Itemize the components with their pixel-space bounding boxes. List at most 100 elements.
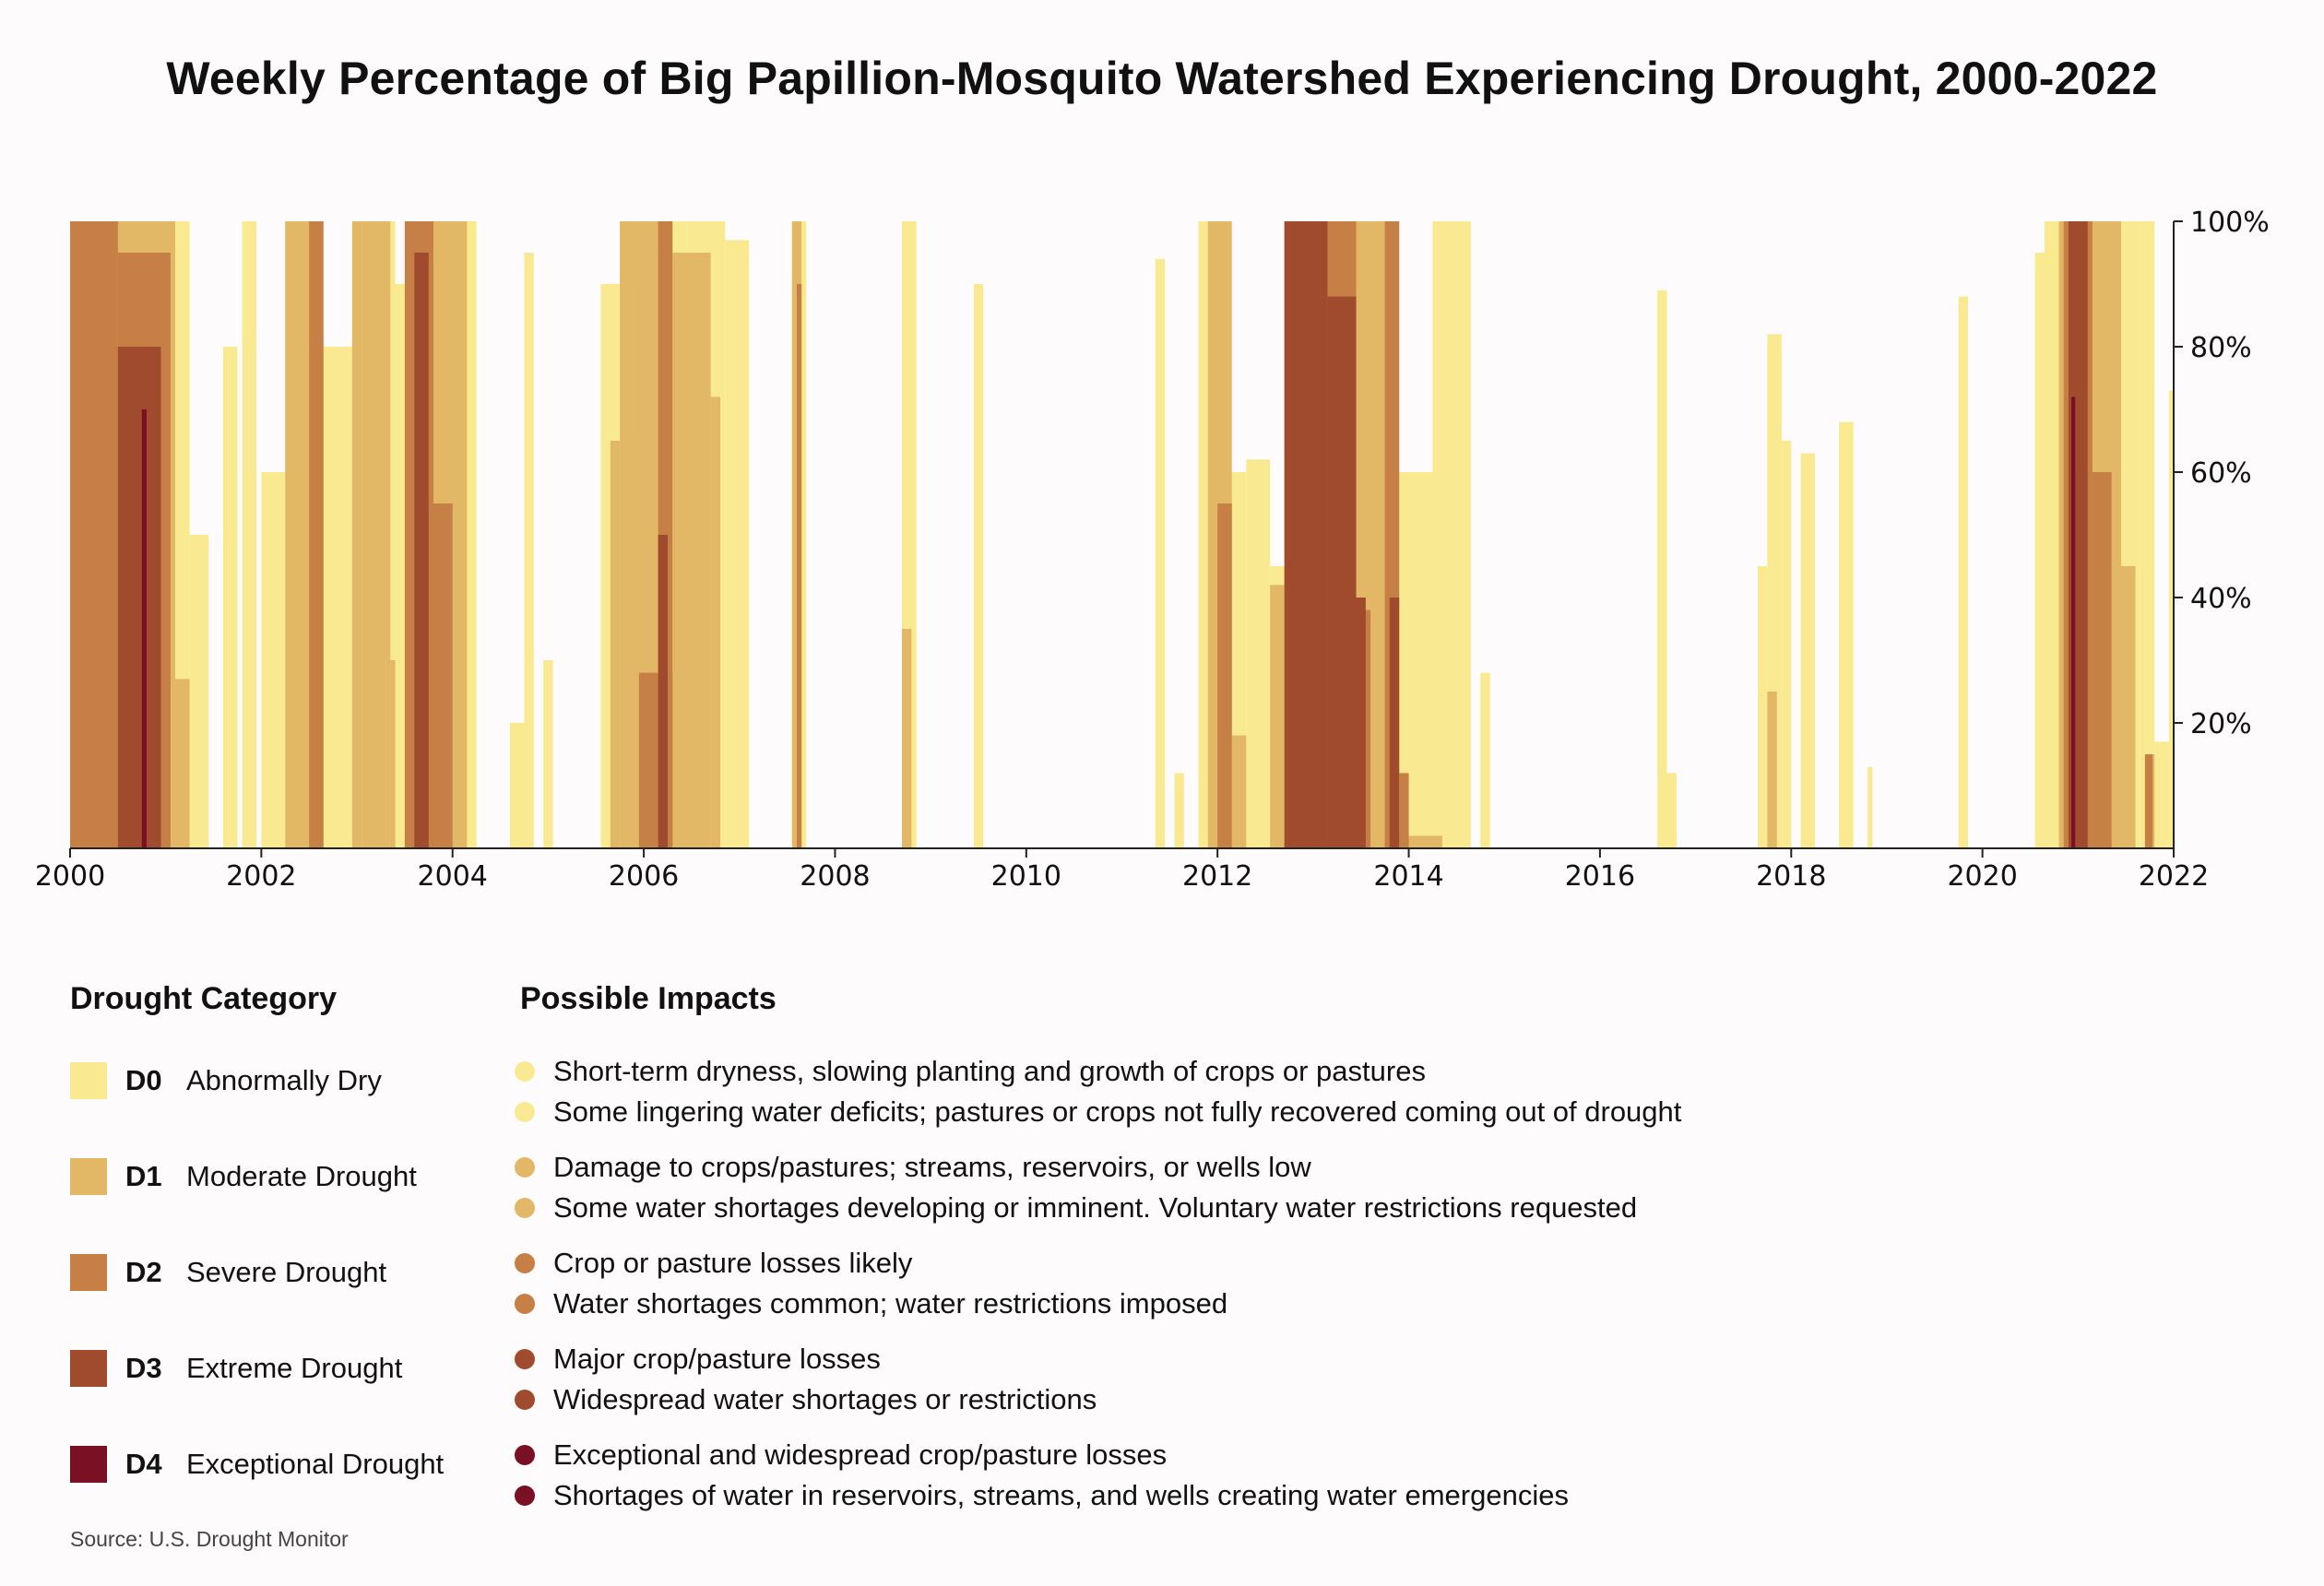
impact-item: Crop or pasture losses likely — [515, 1243, 912, 1284]
bar-d1 — [390, 660, 396, 848]
bar-d0 — [261, 472, 286, 848]
bar-d1 — [175, 679, 190, 848]
bar-d0 — [1432, 221, 1471, 848]
impact-dot-d4 — [515, 1445, 535, 1465]
bar-d0 — [318, 347, 358, 848]
impact-text: Exceptional and widespread crop/pasture … — [553, 1438, 1168, 1471]
bar-d0 — [1800, 453, 1816, 848]
impact-text: Some water shortages developing or immin… — [553, 1191, 1638, 1224]
swatch-d4 — [70, 1446, 107, 1483]
bar-d0 — [1839, 421, 1854, 848]
y-tick-label: 100% — [2190, 207, 2270, 239]
drought-chart: 2000 2002 2004 2006 2008 2010 2012 2014 2016 2018… — [35, 207, 2270, 893]
impact-item: Shortages of water in reservoirs, stream… — [515, 1475, 1569, 1516]
y-tick-label: 60% — [2190, 457, 2252, 490]
impact-item: Some water shortages developing or immin… — [515, 1188, 1637, 1228]
bar-d0 — [543, 660, 553, 848]
bar-d2 — [2144, 754, 2153, 848]
bar-d1 — [710, 396, 721, 848]
x-tick-label: 2022 — [2139, 860, 2209, 893]
chart-title: Weekly Percentage of Big Papillion-Mosqu… — [166, 53, 2158, 104]
bar-d0 — [973, 284, 984, 848]
legend-item-d1: D1 Moderate Drought — [70, 1156, 417, 1197]
impact-dot-d2 — [515, 1253, 535, 1273]
bar-d3 — [117, 347, 161, 848]
bar-d1 — [351, 221, 362, 848]
bar-d0 — [1757, 566, 1768, 848]
bar-d0 — [509, 723, 525, 848]
impact-item: Water shortages common; water restrictio… — [515, 1284, 1227, 1324]
drought-bars — [70, 221, 2174, 849]
impact-text: Shortages of water in reservoirs, stream… — [553, 1479, 1569, 1511]
bar-d1 — [362, 221, 391, 848]
impact-text: Some lingering water deficits; pastures … — [553, 1095, 1682, 1128]
legend-label: Severe Drought — [186, 1256, 387, 1288]
impact-dot-d1 — [515, 1198, 535, 1218]
swatch-d2 — [70, 1254, 107, 1291]
x-tick-label: 2008 — [800, 860, 870, 893]
bar-d0 — [1657, 290, 1667, 848]
series-d3 — [117, 221, 2088, 849]
impact-dot-d3 — [515, 1349, 535, 1369]
legend-label: Moderate Drought — [186, 1160, 417, 1192]
bar-d1 — [672, 253, 711, 848]
bar-d0 — [1155, 258, 1166, 848]
bar-d3 — [414, 253, 429, 848]
bar-d1 — [610, 441, 621, 848]
y-tick-label: 20% — [2190, 708, 2252, 740]
legend-item-d0: D0 Abnormally Dry — [70, 1060, 382, 1101]
impact-text: Widespread water shortages or restrictio… — [553, 1383, 1097, 1415]
bar-d0 — [1174, 773, 1184, 848]
bar-d0 — [1666, 773, 1677, 848]
impact-item: Widespread water shortages or restrictio… — [515, 1379, 1097, 1420]
chart-axes: 2000 2002 2004 2006 2008 2010 2012 2014 2016 2018… — [35, 207, 2270, 893]
x-tick-label: 2016 — [1565, 860, 1635, 893]
bar-d0 — [2168, 390, 2174, 848]
bar-d3 — [1389, 598, 1400, 848]
impact-dot-d0 — [515, 1061, 535, 1082]
swatch-d1 — [70, 1158, 107, 1195]
impact-item: Damage to crops/pastures; streams, reser… — [515, 1147, 1311, 1188]
bar-d0 — [1868, 766, 1873, 848]
bar-d2 — [796, 284, 802, 848]
bar-d0 — [2034, 253, 2045, 848]
bar-d0 — [1246, 459, 1271, 848]
bar-d0 — [189, 535, 209, 848]
bar-d0 — [1781, 441, 1792, 848]
bar-d0 — [2154, 741, 2169, 848]
impact-dot-d4 — [515, 1485, 535, 1506]
bar-d1 — [2120, 566, 2136, 848]
series-d4 — [141, 396, 2076, 848]
legend-code: D0 — [125, 1064, 162, 1096]
bar-d2 — [1399, 773, 1409, 848]
swatch-d3 — [70, 1350, 107, 1387]
impact-item: Major crop/pasture losses — [515, 1339, 881, 1379]
bar-d3 — [658, 535, 669, 848]
bar-d2 — [70, 221, 118, 848]
bar-d0 — [242, 221, 257, 848]
x-tick-label: 2004 — [418, 860, 488, 893]
impact-item: Some lingering water deficits; pastures … — [515, 1092, 1681, 1132]
impact-dot-d2 — [515, 1294, 535, 1314]
bar-d1 — [1270, 585, 1285, 848]
bar-d0 — [1480, 672, 1490, 848]
bar-d2 — [433, 503, 453, 848]
bar-d2 — [309, 221, 324, 848]
bar-d0 — [1958, 296, 1969, 849]
legend-item-d4: D4 Exceptional Drought — [70, 1444, 444, 1485]
bar-d3 — [2068, 221, 2088, 848]
impact-text: Damage to crops/pastures; streams, reser… — [553, 1151, 1311, 1183]
legend-code: D1 — [125, 1160, 162, 1192]
impact-item: Exceptional and widespread crop/pasture … — [515, 1435, 1167, 1475]
legend-item-d2: D2 Severe Drought — [70, 1252, 386, 1293]
impact-text: Short-term dryness, slowing planting and… — [553, 1055, 1426, 1087]
legend-item-d3: D3 Extreme Drought — [70, 1348, 402, 1389]
impacts-heading: Possible Impacts — [520, 981, 777, 1016]
legend-code: D3 — [125, 1352, 162, 1384]
x-tick-label: 2012 — [1182, 860, 1252, 893]
x-tick-label: 2020 — [1947, 860, 2017, 893]
x-tick-label: 2000 — [35, 860, 105, 893]
bar-d0 — [524, 253, 534, 848]
bar-d1 — [1399, 835, 1442, 848]
impact-dot-d0 — [515, 1102, 535, 1122]
